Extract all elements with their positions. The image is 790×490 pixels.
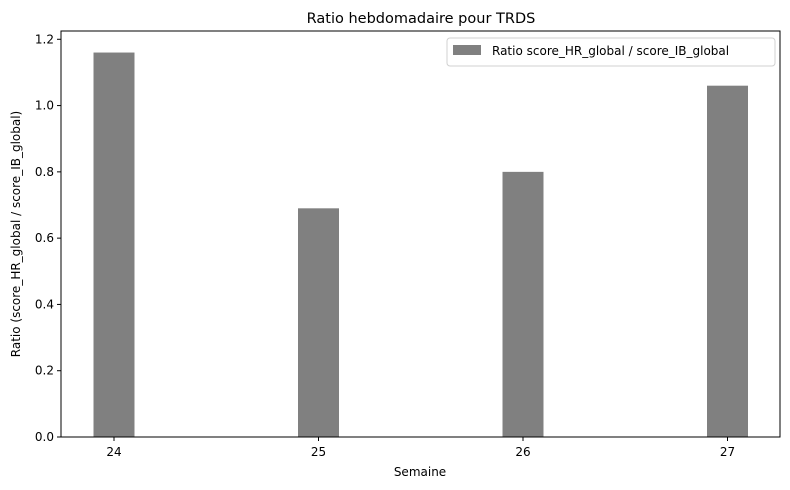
plot-frame <box>60 30 781 438</box>
bar-week-27 <box>707 85 748 437</box>
y-tick-label: 0.2 <box>35 364 54 378</box>
y-tick-label: 0.0 <box>35 430 54 444</box>
y-axis-ticks: 0.0 0.2 0.4 0.6 0.8 1.0 1.2 <box>35 32 61 444</box>
legend-swatch <box>453 45 481 55</box>
y-axis-label: Ratio (score_HR_global / score_IB_global… <box>9 111 23 357</box>
bar-week-25 <box>298 208 339 437</box>
y-tick-label: 1.2 <box>35 32 54 46</box>
legend-box <box>446 37 776 67</box>
legend: Ratio score_HR_global / score_IB_global <box>446 37 776 67</box>
y-tick-label: 0.8 <box>35 165 54 179</box>
x-tick-label: 27 <box>720 445 735 459</box>
x-tick-label: 26 <box>515 445 530 459</box>
x-tick-label: 24 <box>106 445 121 459</box>
bar-week-24 <box>93 52 135 438</box>
bar-week-26 <box>502 171 544 437</box>
legend-label: Ratio score_HR_global / score_IB_global <box>492 44 729 58</box>
y-tick-label: 0.6 <box>35 231 54 245</box>
x-axis-label: Semaine <box>394 465 446 479</box>
x-axis-ticks: 24 25 26 27 <box>106 437 735 459</box>
y-tick-label: 0.4 <box>35 297 54 311</box>
y-tick-label: 1.0 <box>35 99 54 113</box>
chart-title: Ratio hebdomadaire pour TRDS <box>307 11 536 27</box>
bars-group <box>93 52 748 438</box>
x-tick-label: 25 <box>311 445 326 459</box>
